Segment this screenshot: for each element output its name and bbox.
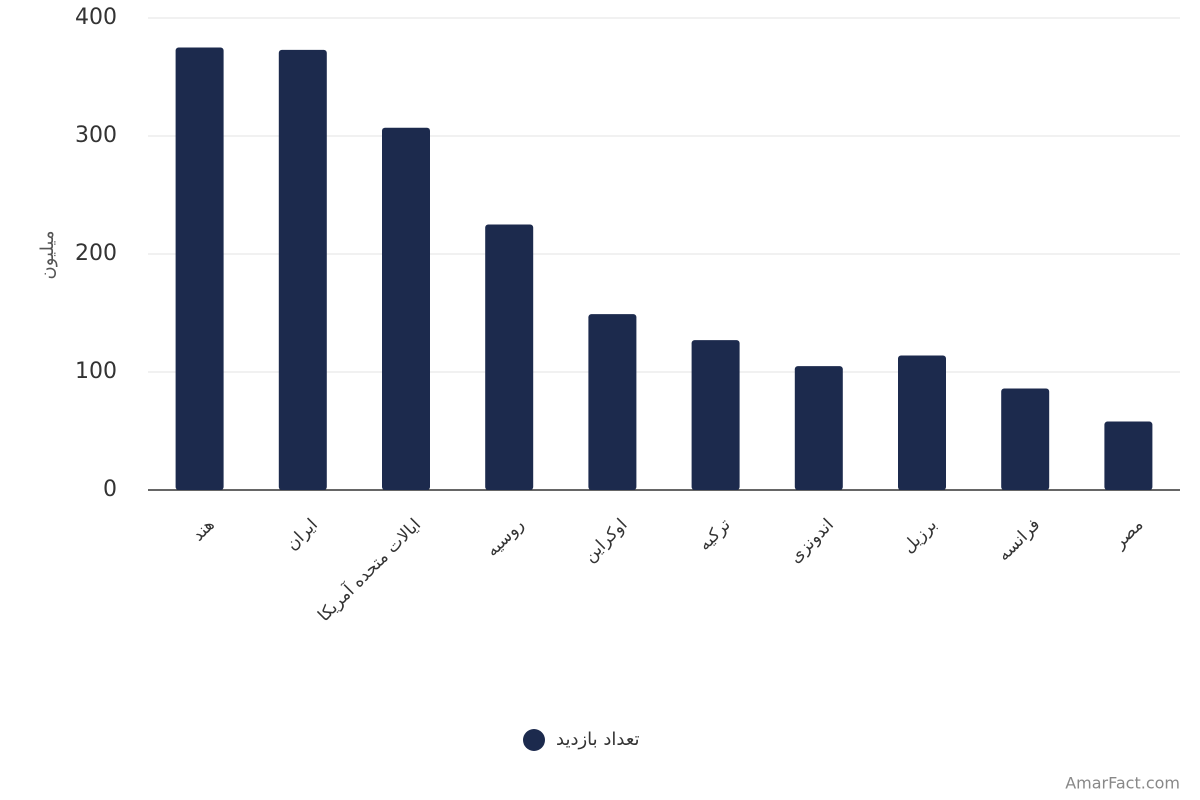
watermark: AmarFact.com: [1065, 774, 1180, 793]
x-tick-label: فرانسه: [994, 515, 1044, 565]
y-tick-label: 200: [75, 241, 117, 266]
x-tick-label: برزیل: [899, 515, 941, 557]
bar: [588, 314, 637, 490]
y-tick-label: 300: [75, 123, 117, 148]
bar: [1104, 421, 1153, 490]
bar: [1001, 388, 1050, 490]
bar: [278, 49, 327, 491]
legend-label: تعداد بازدید: [556, 729, 640, 750]
x-tick-label: اندونزی: [786, 515, 838, 567]
y-tick-label: 0: [103, 477, 117, 502]
bar: [691, 340, 740, 490]
x-tick-label: ایران: [282, 515, 322, 555]
x-tick-label: هند: [188, 515, 218, 545]
y-axis-label: میلیون: [37, 231, 58, 280]
x-tick-label: ترکیه: [695, 515, 735, 555]
bar: [382, 127, 430, 491]
x-tick-label: مصر: [1109, 515, 1147, 553]
bar: [485, 224, 534, 490]
bar: [175, 47, 224, 490]
bar: [794, 366, 843, 490]
x-tick-label: روسیه: [482, 515, 528, 561]
x-tick-label: ایالات متحده آمریکا: [313, 514, 425, 626]
bar: [898, 355, 946, 490]
x-tick-label: اوکراین: [580, 515, 631, 566]
y-tick-label: 100: [75, 359, 117, 384]
legend-marker: [523, 729, 545, 751]
y-tick-label: 400: [75, 5, 117, 30]
